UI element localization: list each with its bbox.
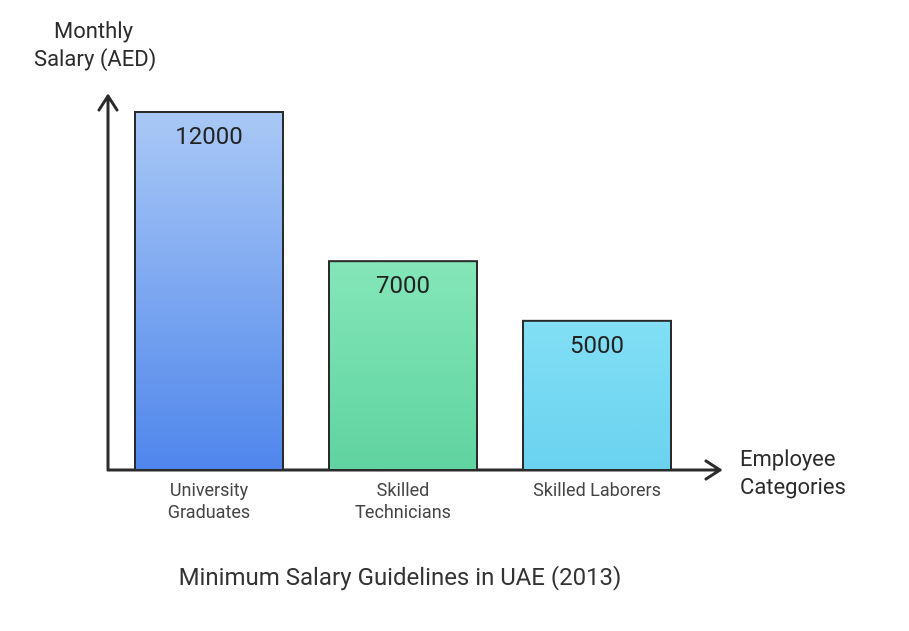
bar-category-1-line2: Technicians (355, 502, 451, 523)
chart-svg: Monthly Salary (AED) 12000 UniversityGrad… (0, 0, 909, 631)
bar-category-2-line1: Skilled Laborers (533, 480, 661, 501)
bar-category-0-line1: University (170, 480, 249, 501)
salary-bar-chart: Monthly Salary (AED) 12000 UniversityGrad… (0, 0, 909, 631)
bar-value-0: 12000 (175, 122, 242, 150)
y-axis-label-line1: Monthly (54, 19, 134, 44)
bar-0 (135, 112, 283, 470)
chart-title: Minimum Salary Guidelines in UAE (2013) (179, 563, 622, 591)
x-axis-label-line1: Employee (740, 447, 836, 472)
x-axis-label-line2: Categories (740, 475, 846, 500)
bar-value-2: 5000 (570, 331, 624, 359)
bar-category-1-line1: Skilled (377, 480, 430, 501)
bar-value-1: 7000 (376, 271, 430, 299)
y-axis-label-line2: Salary (AED) (34, 47, 156, 72)
bar-category-0-line2: Graduates (168, 502, 250, 523)
bars-group: 12000 UniversityGraduates 7000 SkilledTechn… (135, 112, 671, 523)
